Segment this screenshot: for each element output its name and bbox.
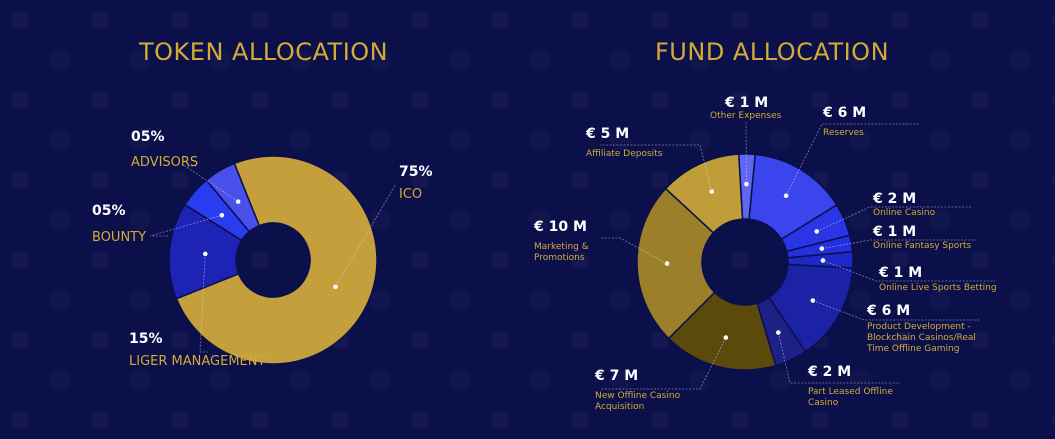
token-leader-ico — [335, 183, 397, 287]
fund-allocation-title: FUND ALLOCATION — [655, 38, 890, 66]
fund-label-new-offline-casino-acquisition: New Offline Casino Acquisition — [595, 391, 681, 412]
token-label-bounty: BOUNTY — [92, 230, 146, 245]
chart-labels: 75% ICO 15% LIGER MANAGEMENT 05% BOUNTY 05% ADV… — [92, 95, 997, 412]
fund-leader-online-casino — [816, 206, 972, 232]
fund-leader-new-offline-casino-acquisition — [600, 337, 727, 390]
token-value-advisors: 05% — [131, 129, 165, 145]
fund-value-online-live-sports-betting: € 1 M — [878, 265, 922, 281]
fund-label-product-development-blockchain-casinos-real-time-offline-gaming: Product Development -Blockchain Casinos/… — [866, 322, 976, 354]
token-value-liger-management: 15% — [129, 331, 163, 347]
token-label-liger-management: LIGER MANAGEMENT — [129, 354, 265, 369]
token-slice-ico — [175, 155, 378, 365]
fund-value-marketing-promotions: € 10 M — [533, 219, 587, 235]
fund-value-online-casino: € 2 M — [872, 191, 916, 207]
fund-leader-online-fantasy-sports — [821, 239, 976, 249]
fund-value-part-leased-offline-casino: € 2 M — [807, 364, 851, 380]
token-allocation-title: TOKEN ALLOCATION — [139, 38, 389, 66]
fund-label-online-fantasy-sports: Online Fantasy Sports — [873, 241, 972, 251]
fund-label-reserves: Reserves — [823, 128, 864, 138]
fund-value-other-expenses: € 1 M — [724, 95, 768, 111]
fund-label-online-casino: Online Casino — [873, 208, 936, 218]
fund-allocation-pie — [636, 153, 854, 371]
fund-label-marketing-promotions: Marketing & Promotions — [534, 242, 589, 263]
fund-leader-online-live-sports-betting — [822, 260, 995, 282]
fund-value-reserves: € 6 M — [822, 105, 866, 121]
fund-label-part-leased-offline-casino: Part Leased Offline Casino — [808, 387, 893, 408]
fund-label-online-live-sports-betting: Online Live Sports Betting — [879, 283, 997, 293]
token-label-advisors: ADVISORS — [131, 155, 198, 170]
fund-label-other-expenses: Other Expenses — [710, 111, 782, 121]
token-leader-bounty — [149, 214, 222, 237]
token-allocation-pie — [168, 155, 378, 365]
fund-slice-affiliate-deposits — [664, 153, 744, 234]
fund-value-affiliate-deposits: € 5 M — [585, 126, 629, 142]
fund-value-new-offline-casino-acquisition: € 7 M — [594, 368, 638, 384]
token-label-ico: ICO — [399, 187, 422, 202]
fund-value-product-development-blockchain-casinos-real-time-offline-gaming: € 6 M — [866, 303, 910, 319]
token-slice-advisors — [205, 162, 261, 233]
fund-leader-product-development-blockchain-casinos-real-time-offline-gaming — [812, 300, 980, 321]
token-leader-liger-management — [199, 253, 208, 353]
fund-label-affiliate-deposits: Affiliate Deposits — [586, 149, 663, 159]
fund-slice-marketing-promotions — [636, 187, 716, 340]
token-value-bounty: 05% — [92, 203, 126, 219]
fund-leader-affiliate-deposits — [600, 144, 713, 192]
token-value-ico: 75% — [399, 164, 433, 180]
token-leader-advisors — [183, 165, 239, 202]
fund-value-online-fantasy-sports: € 1 M — [872, 224, 916, 240]
fund-leader-marketing-promotions — [600, 237, 668, 264]
